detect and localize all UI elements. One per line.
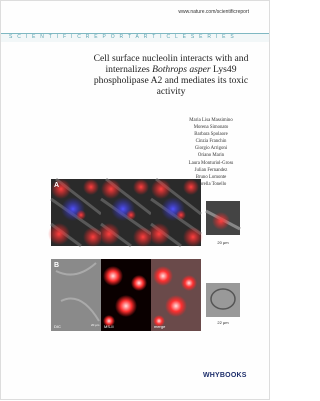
author: Laura Monturiol-Gross [188, 160, 234, 166]
author: Bruno Lomonte [195, 174, 227, 180]
figure: A B 20 μm 22 μm DIC 20 μm MS-II merge [46, 177, 241, 331]
panel-caption: merge [154, 324, 166, 329]
title-species: Bothrops asper [152, 64, 211, 75]
row-a [46, 177, 241, 249]
scale-label: 22 μm [217, 320, 229, 325]
row-b [51, 259, 240, 331]
panel-caption: DIC [54, 324, 61, 329]
cover: www.nature.com/scientificreport SCIENTIF… [0, 0, 270, 400]
author: Barbara Spolaore [194, 132, 228, 138]
author: Oriano Marin [197, 153, 225, 159]
panel-label: B [54, 262, 59, 269]
url: www.nature.com/scientificreport [178, 9, 249, 15]
author: Julian Fernandez [194, 167, 228, 173]
author-list: Maria Lisa Massimino Morena Simonato Barba… [171, 117, 251, 188]
author: Giorgio Arrigoni [194, 146, 228, 152]
panel-caption: MS-II [104, 324, 114, 329]
series-band [1, 33, 269, 42]
scale-label: 20 μm [217, 240, 229, 245]
title-text: Lys49 phospholipase A2 and mediates its … [93, 64, 249, 97]
article-title: Cell surface nucleolin interacts with an… [91, 53, 251, 97]
author: Morena Simonato [193, 125, 229, 131]
publisher: WHYBOOKS [203, 372, 247, 379]
author: Fiorella Tonello [195, 181, 227, 187]
title-text: Cell surface nucleolin interacts with an… [93, 53, 249, 75]
author: Cinzia Franchin [195, 139, 227, 145]
series-title: SCIENTIFICREPORTARTICLESERIES [9, 34, 239, 40]
panel-caption: 20 μm [91, 323, 100, 327]
panel-label: A [54, 182, 59, 189]
author: Maria Lisa Massimino [189, 118, 233, 123]
